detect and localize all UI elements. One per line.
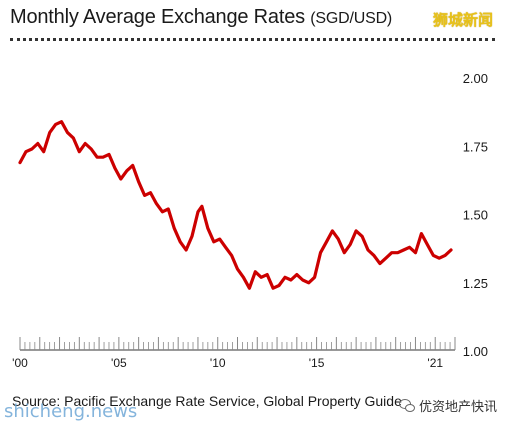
y-tick-label: 1.75: [463, 139, 488, 154]
chart-title: Monthly Average Exchange Rates (SGD/USD): [10, 6, 392, 29]
series-line: [18, 120, 453, 290]
x-tick-label: '05: [111, 356, 127, 370]
title-divider: [10, 38, 495, 41]
wechat-icon: [398, 399, 415, 412]
x-tick-label: '10: [210, 356, 226, 370]
watermark-top-right: 狮城新闻: [432, 12, 493, 29]
chart-title-text: Monthly Average Exchange Rates: [10, 6, 305, 28]
x-tick-label: '15: [309, 356, 325, 370]
watermark-bottom-left: shicheng.news: [4, 401, 138, 422]
watermark-bottom-right: 优资地产快讯: [398, 396, 497, 415]
y-tick-label: 1.25: [463, 276, 488, 291]
watermark-bottom-right-text: 优资地产快讯: [418, 399, 497, 414]
y-tick-label: 1.50: [463, 208, 488, 223]
source-note: Source: Pacific Exchange Rate Service, G…: [12, 393, 402, 409]
x-tick-label: '00: [12, 356, 28, 370]
chart-title-unit: (SGD/USD): [310, 10, 393, 27]
y-tick-label: 1.00: [463, 344, 488, 359]
y-tick-label: 2.00: [463, 71, 488, 86]
x-tick-label: '21: [427, 356, 443, 370]
